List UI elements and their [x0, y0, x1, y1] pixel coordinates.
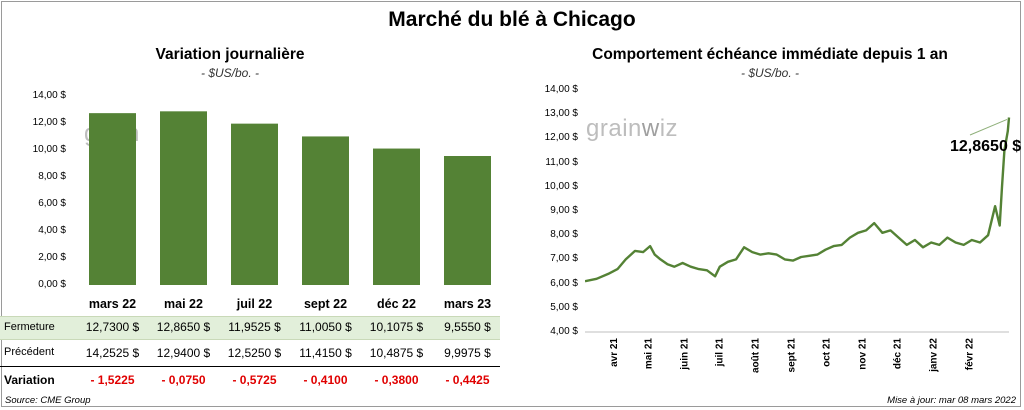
right-chart-unit: - $US/bo. -	[740, 66, 800, 80]
table-cell: - 0,0750	[161, 373, 206, 387]
category-label: juil 22	[236, 297, 273, 311]
x-tick-label: févr 22	[964, 338, 975, 371]
price-series-line	[585, 117, 1011, 283]
x-tick-label: août 21	[751, 338, 762, 373]
table-cell: 11,0050 $	[299, 320, 352, 334]
x-tick-label: juil 21	[715, 338, 726, 368]
y-tick-label: 6,00 $	[38, 198, 66, 209]
category-label: mars 22	[88, 297, 137, 311]
table-divider	[0, 366, 500, 367]
table-cell: 14,2525 $	[85, 346, 140, 360]
x-tick-label: nov 21	[857, 338, 868, 370]
page-title: Marché du blé à Chicago	[388, 8, 636, 31]
y-tick-label: 4,00 $	[550, 326, 578, 337]
x-tick-label: sept 21	[787, 338, 798, 373]
table-cell: 10,1075 $	[369, 320, 424, 334]
x-tick-label: juin 21	[680, 338, 691, 371]
y-tick-label: 11,00 $	[545, 156, 578, 168]
table-cell: 9,9975 $	[444, 346, 491, 360]
table-cell: 12,5250 $	[227, 346, 282, 360]
y-tick-label: 4,00 $	[38, 225, 66, 236]
x-tick-label: janv 22	[928, 338, 939, 373]
y-tick-label: 10,00 $	[544, 180, 578, 192]
table-cell: - 0,3800	[374, 373, 419, 387]
y-tick-label: 8,00 $	[38, 171, 66, 182]
line-chart: avr 21 mai 21 juin 21 juil 21 août 21 sept 21…	[585, 117, 1011, 373]
bar-3	[302, 136, 349, 285]
x-tick-label: déc 21	[892, 338, 903, 370]
y-tick-label: 9,00 $	[550, 205, 578, 216]
table-cell: - 0,5725	[232, 373, 277, 387]
table-cell: - 1,5225	[90, 373, 135, 387]
right-chart-title: Comportement échéance immédiate depuis 1…	[592, 46, 948, 63]
y-tick-label: 13,00 $	[544, 108, 578, 120]
bar-2	[231, 123, 278, 285]
variation-row: Variation	[0, 370, 500, 392]
last-price-label: 12,8650 $	[950, 138, 1022, 155]
table-cell: 10,4875 $	[369, 346, 424, 360]
y-tick-label: 12,00 $	[544, 132, 578, 144]
y-tick-label: 6,00 $	[550, 277, 578, 289]
y-tick-label: 10,00 $	[32, 144, 66, 155]
y-tick-label: 14,00 $	[544, 84, 578, 95]
y-tick-label: 0,00 $	[38, 279, 66, 290]
category-label: sept 22	[303, 297, 348, 311]
category-label: déc 22	[377, 297, 416, 311]
table-cell: - 0,4100	[303, 373, 348, 387]
source-note: Source: CME Group	[5, 395, 91, 406]
left-chart-title: Variation journalière	[155, 46, 305, 63]
y-tick-label: 5,00 $	[550, 301, 578, 313]
last-price-leader	[969, 119, 1008, 136]
close-row: Fermeture	[0, 316, 500, 340]
x-tick-label: mai 21	[644, 338, 655, 370]
y-tick-label: 14,00 $	[32, 90, 66, 101]
close-row-label: Fermeture	[4, 321, 55, 333]
table-cell: 12,8650 $	[156, 320, 211, 334]
bar-1	[160, 111, 207, 285]
y-tick-label: 12,00 $	[32, 117, 66, 128]
update-note: Mise à jour: mar 08 mars 2022	[887, 395, 1016, 406]
bar-0	[89, 113, 136, 285]
table-cell: 11,9525 $	[228, 320, 281, 334]
previous-row-label: Précédent	[4, 346, 55, 358]
table-cell: 12,7300 $	[85, 320, 140, 334]
table-cell: - 0,4425	[445, 373, 490, 387]
y-tick-label: 8,00 $	[550, 229, 578, 241]
variation-row-label: Variation	[4, 373, 55, 387]
table-cell: 11,4150 $	[299, 346, 352, 360]
table-cell: 9,5550 $	[444, 320, 491, 334]
bar-chart	[89, 111, 491, 285]
category-label: mai 22	[164, 297, 203, 311]
bar-5	[444, 156, 491, 285]
left-chart-unit: - $US/bo. -	[200, 66, 260, 80]
bar-4	[373, 148, 420, 285]
watermark-right: grainwiz	[586, 115, 679, 142]
y-tick-label: 7,00 $	[550, 253, 578, 265]
previous-row: Précédent	[0, 342, 500, 364]
x-tick-label: oct 21	[821, 338, 832, 367]
x-tick-label: avr 21	[609, 338, 620, 367]
category-label: mars 23	[443, 297, 492, 311]
y-tick-label: 2,00 $	[38, 252, 66, 263]
table-cell: 12,9400 $	[156, 346, 211, 360]
